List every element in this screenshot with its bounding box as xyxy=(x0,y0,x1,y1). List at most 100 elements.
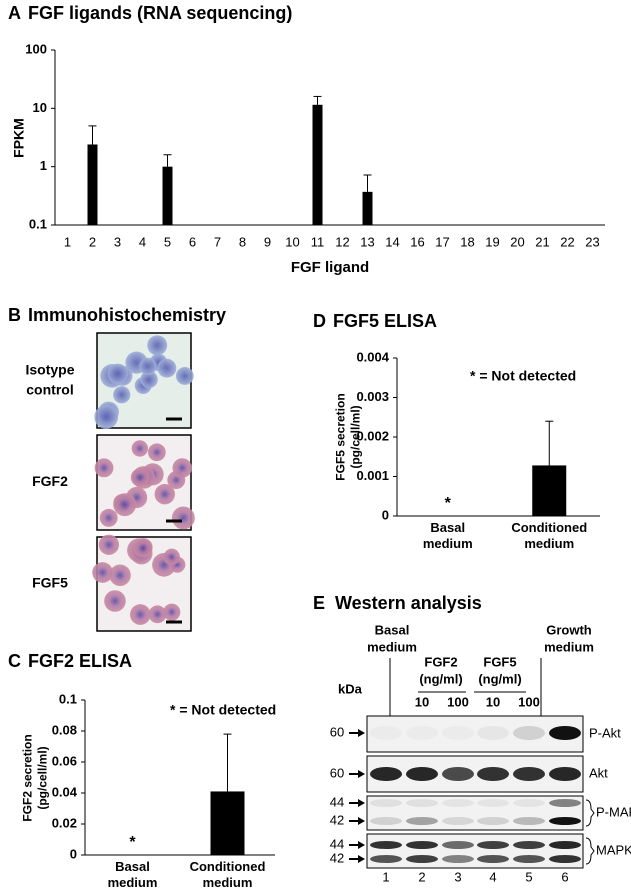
band xyxy=(442,841,474,849)
cell xyxy=(140,370,158,389)
band xyxy=(549,799,581,807)
lane-label: 1 xyxy=(382,869,389,884)
brace xyxy=(585,799,595,827)
x-tick-label: 19 xyxy=(485,234,499,249)
dose-label: 10 xyxy=(486,694,500,709)
band xyxy=(549,767,581,781)
band xyxy=(442,799,474,807)
error-bar xyxy=(313,95,322,105)
band xyxy=(370,799,402,807)
x-tick-label: 5 xyxy=(164,234,171,249)
cell xyxy=(94,405,119,429)
blot xyxy=(366,755,584,793)
cell xyxy=(131,440,149,457)
y-tick-label: 0 xyxy=(70,846,77,861)
lane-label: 3 xyxy=(454,869,461,884)
y-tick-label: 0.02 xyxy=(52,815,77,830)
band xyxy=(370,767,402,781)
cell xyxy=(148,605,167,624)
micrograph xyxy=(92,534,192,632)
y-tick-label: 0 xyxy=(382,507,389,522)
arrow-head xyxy=(358,841,365,849)
y-axis-label: FPKM xyxy=(11,118,27,158)
band xyxy=(406,726,438,740)
error-bar xyxy=(363,174,372,192)
x-tick-label: 7 xyxy=(214,234,221,249)
cell xyxy=(113,493,137,517)
row-label: Akt xyxy=(589,765,608,780)
error-bar xyxy=(88,125,97,145)
x-tick-label: 13 xyxy=(360,234,374,249)
marker-label: 44 xyxy=(330,794,344,809)
chart-title: FGF5 ELISA xyxy=(333,311,437,331)
marker-label: 42 xyxy=(330,812,344,827)
not-detected-marker: * xyxy=(129,834,136,851)
chart-title: FGF ligands (RNA sequencing) xyxy=(28,3,292,23)
y-tick-label: 0.001 xyxy=(356,468,389,483)
blot xyxy=(366,795,584,831)
marker-label: 60 xyxy=(330,765,344,780)
row-label: FGF2 xyxy=(32,473,68,489)
y-tick-label: 0.08 xyxy=(52,722,77,737)
band xyxy=(477,817,509,825)
band xyxy=(370,855,402,863)
band xyxy=(442,726,474,740)
cell xyxy=(98,534,120,555)
dose-label: 100 xyxy=(518,694,540,709)
x-tick-label: 3 xyxy=(114,234,121,249)
cell xyxy=(130,468,149,487)
lane-label: 4 xyxy=(489,869,496,884)
annotation: * = Not detected xyxy=(170,702,276,718)
band xyxy=(549,841,581,849)
y-tick-label: 10 xyxy=(33,100,47,115)
cell xyxy=(92,562,113,583)
lane-label: 2 xyxy=(418,869,425,884)
annotation: * = Not detected xyxy=(470,368,576,384)
y-tick-label: 0.003 xyxy=(356,389,389,404)
band xyxy=(370,817,402,825)
arrow-head xyxy=(358,855,365,863)
band xyxy=(406,841,438,849)
band xyxy=(513,799,545,807)
cell xyxy=(104,590,126,612)
micrograph xyxy=(94,332,194,429)
marker-label: 44 xyxy=(330,836,344,851)
band xyxy=(477,726,509,740)
cell xyxy=(133,538,153,558)
x-tick-label: Conditioned medium xyxy=(511,520,587,551)
bar xyxy=(210,791,245,855)
band xyxy=(406,855,438,863)
not-detected-marker: * xyxy=(445,495,452,512)
band xyxy=(406,767,438,781)
band xyxy=(370,841,402,849)
band xyxy=(549,726,581,740)
bar xyxy=(87,144,98,225)
x-tick-label: 10 xyxy=(285,234,299,249)
row-label: P-MAPK xyxy=(596,804,631,819)
cell xyxy=(163,548,180,565)
band xyxy=(549,855,581,863)
cell xyxy=(163,603,181,621)
x-tick-label: 14 xyxy=(385,234,399,249)
chart-title: FGF2 ELISA xyxy=(28,651,132,671)
y-tick-label: 100 xyxy=(25,41,47,56)
blot xyxy=(366,715,584,753)
x-tick-label: 23 xyxy=(585,234,599,249)
band xyxy=(406,817,438,825)
marker-label: 42 xyxy=(330,850,344,865)
panel-letter: D xyxy=(313,311,326,331)
band xyxy=(406,799,438,807)
band xyxy=(513,841,545,849)
band xyxy=(442,855,474,863)
error-bar xyxy=(545,420,554,466)
band xyxy=(442,767,474,781)
x-tick-label: 21 xyxy=(535,234,549,249)
x-tick-label: 20 xyxy=(510,234,524,249)
panel-letter: B xyxy=(8,305,21,325)
x-tick-label: 17 xyxy=(435,234,449,249)
kda-label: kDa xyxy=(338,681,363,696)
dose-label: 10 xyxy=(415,694,429,709)
x-tick-label: 22 xyxy=(560,234,574,249)
